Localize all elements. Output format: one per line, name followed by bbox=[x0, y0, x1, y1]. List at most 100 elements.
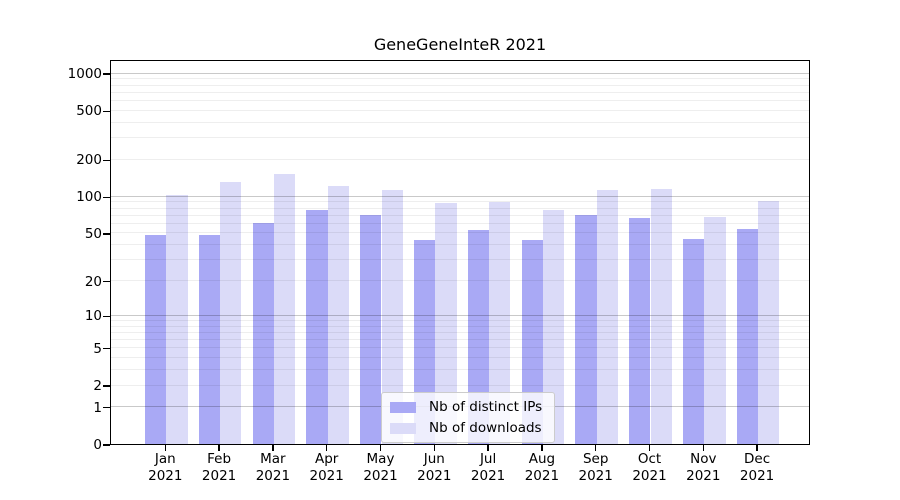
x-tick-mark-feb bbox=[218, 445, 220, 451]
x-tick-mark-jun bbox=[433, 445, 435, 451]
x-tick-label-may: May 2021 bbox=[363, 451, 398, 484]
bar-downloads-aug bbox=[542, 209, 565, 444]
legend-swatch-downloads bbox=[390, 422, 416, 434]
bar-downloads-sep bbox=[596, 190, 618, 444]
bar-distinct-ips-nov bbox=[683, 238, 705, 444]
chart-title: GeneGeneInteR 2021 bbox=[373, 35, 547, 54]
bar-downloads-jul bbox=[489, 201, 511, 444]
legend-label: Nb of distinct IPs bbox=[429, 399, 543, 415]
bar-downloads-jan bbox=[166, 195, 188, 444]
x-tick-label-dec: Dec 2021 bbox=[739, 451, 775, 484]
gridline-900 bbox=[111, 78, 809, 80]
x-tick-label-nov: Nov 2021 bbox=[686, 451, 721, 484]
legend-swatch-distinct-ips bbox=[390, 401, 416, 413]
gridline-400 bbox=[111, 121, 809, 123]
y-tick-mark-5 bbox=[103, 348, 110, 350]
gridline-80 bbox=[111, 207, 809, 209]
gridline-300 bbox=[111, 137, 809, 139]
bar-distinct-ips-dec bbox=[736, 228, 759, 444]
gridline-7 bbox=[111, 331, 809, 333]
y-tick-mark-1000 bbox=[103, 73, 110, 75]
bar-distinct-ips-apr bbox=[306, 210, 328, 444]
bar-downloads-apr bbox=[327, 186, 349, 444]
y-tick-mark-100 bbox=[103, 196, 110, 198]
x-tick-label-jun: Jun 2021 bbox=[417, 451, 452, 484]
x-tick-mark-apr bbox=[326, 445, 328, 451]
x-tick-mark-mar bbox=[272, 445, 274, 451]
y-tick-mark-0 bbox=[103, 444, 110, 446]
y-tick-label-20: 20 bbox=[84, 273, 102, 290]
gridline-70 bbox=[111, 214, 809, 216]
bar-distinct-ips-sep bbox=[575, 215, 597, 444]
x-tick-label-mar: Mar 2021 bbox=[255, 451, 291, 484]
y-tick-mark-500 bbox=[103, 110, 110, 112]
gridline-90 bbox=[111, 201, 809, 203]
x-tick-mark-dec bbox=[756, 445, 758, 451]
x-tick-label-jul: Jul 2021 bbox=[470, 451, 506, 484]
gridline-8 bbox=[111, 325, 809, 327]
y-tick-label-200: 200 bbox=[76, 152, 102, 169]
y-tick-label-0: 0 bbox=[93, 437, 102, 453]
gridline-9 bbox=[111, 319, 809, 321]
x-tick-label-oct: Oct 2021 bbox=[632, 451, 667, 484]
y-tick-mark-2 bbox=[103, 385, 110, 387]
gridline-60 bbox=[111, 222, 809, 224]
gridline-600 bbox=[111, 100, 809, 101]
y-tick-label-5: 5 bbox=[93, 340, 102, 357]
bar-distinct-ips-oct bbox=[629, 218, 651, 444]
gridline-2 bbox=[111, 384, 809, 386]
y-tick-label-1: 1 bbox=[93, 399, 102, 416]
x-tick-mark-jan bbox=[164, 445, 166, 451]
x-tick-label-aug: Aug 2021 bbox=[524, 451, 560, 484]
x-tick-label-feb: Feb 2021 bbox=[201, 451, 237, 484]
y-tick-mark-1 bbox=[103, 407, 110, 409]
legend-label: Nb of downloads bbox=[429, 420, 542, 436]
x-tick-label-sep: Sep 2021 bbox=[578, 451, 613, 484]
y-tick-mark-200 bbox=[103, 159, 110, 161]
gridline-100 bbox=[111, 195, 809, 197]
gridline-200 bbox=[111, 158, 809, 160]
gridline-700 bbox=[111, 91, 809, 93]
bar-distinct-ips-may bbox=[360, 215, 382, 444]
gridline-500 bbox=[111, 109, 809, 111]
x-tick-mark-may bbox=[379, 445, 382, 451]
y-tick-label-50: 50 bbox=[84, 225, 102, 242]
bar-downloads-feb bbox=[220, 182, 242, 444]
x-tick-mark-jul bbox=[487, 445, 489, 451]
y-tick-label-1000: 1000 bbox=[67, 66, 102, 83]
y-tick-label-500: 500 bbox=[76, 103, 102, 120]
bar-downloads-mar bbox=[273, 173, 296, 444]
y-tick-label-100: 100 bbox=[76, 189, 102, 206]
legend-item-distinct-ips: Nb of distinct IPs bbox=[390, 399, 542, 415]
bar-distinct-ips-jul bbox=[467, 229, 490, 444]
legend-item-downloads: Nb of downloads bbox=[390, 420, 542, 436]
gridline-50 bbox=[111, 232, 809, 234]
bar-distinct-ips-mar bbox=[252, 222, 274, 444]
plot-area: Nb of distinct IPs Nb of downloads bbox=[110, 60, 810, 445]
x-tick-mark-nov bbox=[702, 445, 704, 451]
bar-downloads-oct bbox=[650, 189, 672, 444]
y-tick-mark-20 bbox=[103, 280, 110, 283]
gridline-800 bbox=[111, 84, 809, 86]
y-tick-mark-50 bbox=[103, 233, 110, 235]
bar-downloads-may bbox=[381, 189, 403, 444]
gridline-10 bbox=[111, 314, 809, 316]
gridline-30 bbox=[111, 259, 809, 261]
x-tick-mark-aug bbox=[541, 445, 543, 451]
bar-distinct-ips-jan bbox=[145, 235, 167, 444]
gridline-20 bbox=[111, 280, 809, 282]
gridline-6 bbox=[111, 339, 809, 340]
bar-downloads-dec bbox=[758, 200, 780, 444]
x-tick-mark-oct bbox=[648, 445, 651, 451]
bar-downloads-jun bbox=[435, 203, 457, 444]
y-tick-label-10: 10 bbox=[84, 308, 102, 325]
gridline-4 bbox=[111, 357, 809, 359]
bar-downloads-nov bbox=[704, 216, 726, 444]
bar-distinct-ips-feb bbox=[198, 235, 221, 444]
gridline-1000 bbox=[111, 72, 809, 74]
x-tick-label-jan: Jan 2021 bbox=[148, 451, 183, 484]
x-tick-mark-sep bbox=[595, 445, 597, 451]
x-tick-label-apr: Apr 2021 bbox=[309, 451, 344, 484]
y-tick-mark-10 bbox=[103, 315, 110, 317]
gridline-3 bbox=[111, 369, 809, 371]
